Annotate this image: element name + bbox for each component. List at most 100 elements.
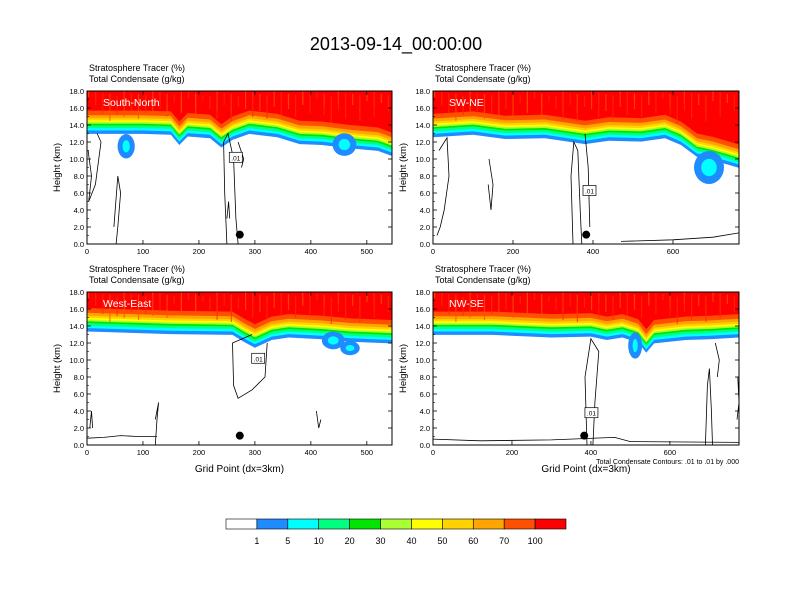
streak (455, 94, 457, 121)
streak (476, 93, 478, 111)
streak (252, 294, 254, 304)
streak (366, 292, 368, 302)
x-tick-label: 200 (506, 448, 519, 457)
streak (373, 93, 375, 117)
streak (123, 91, 125, 117)
streak (469, 91, 471, 117)
y-tick-label: 8.0 (74, 172, 84, 181)
streak (123, 292, 125, 318)
heading-tracer: Stratosphere Tracer (%) (89, 264, 185, 274)
streak (462, 96, 464, 115)
condensate-contours (87, 334, 322, 445)
streak (123, 92, 125, 103)
y-tick-label: 18.0 (69, 87, 84, 96)
y-tick-label: 10.0 (415, 155, 430, 164)
streak (337, 92, 340, 111)
x-tick-label: 200 (193, 247, 206, 256)
streak (109, 296, 111, 308)
streak (180, 292, 182, 314)
streak (676, 297, 678, 324)
streak (605, 94, 607, 111)
tracer-field (87, 292, 392, 445)
streak (576, 296, 578, 322)
x-tick-label: 100 (137, 247, 150, 256)
heading-tracer: Stratosphere Tracer (%) (435, 63, 531, 73)
streak (662, 93, 664, 99)
tracer-band-10 (433, 292, 739, 330)
contour-label: .01 (231, 155, 240, 162)
streak (641, 296, 643, 318)
colorbar-label: 10 (314, 536, 324, 546)
tracer-band-10 (87, 91, 392, 133)
streak (273, 91, 275, 107)
streak (548, 296, 550, 302)
y-tick-label: 14.0 (415, 121, 430, 130)
condensate-contour (87, 435, 157, 439)
x-axis: 0 200 400 600 (431, 91, 679, 256)
colorbar-swatch (503, 518, 536, 530)
y-tick-label: 8.0 (420, 172, 430, 181)
streak (633, 295, 636, 310)
streak (259, 94, 261, 111)
streak (330, 96, 332, 123)
streak (316, 93, 318, 99)
location-marker (235, 230, 244, 239)
panel-label: SW-NE (449, 97, 484, 109)
streak (95, 293, 97, 306)
x-tick-label: 100 (137, 448, 150, 457)
streak (230, 296, 232, 322)
y-tick-label: 12.0 (415, 339, 430, 348)
streak (95, 92, 97, 105)
y-tick-label: 16.0 (69, 104, 84, 113)
streak (598, 294, 600, 304)
streak (252, 93, 254, 103)
tracer-band-10 (433, 91, 739, 145)
y-tick-label: 10.0 (69, 155, 84, 164)
streak (180, 91, 182, 113)
streak (541, 94, 543, 115)
streak (130, 294, 132, 312)
x-axis-label: Grid Point (dx=3km) (541, 464, 630, 475)
streak (302, 91, 304, 105)
tracer-field (433, 292, 742, 445)
streak (455, 95, 457, 107)
streak (337, 293, 340, 312)
streak (719, 93, 721, 117)
x-tick-label: 400 (587, 247, 600, 256)
x-tick-label: 0 (85, 247, 89, 256)
y-tick-label: 8.0 (420, 373, 430, 382)
y-tick-label: 2.0 (420, 223, 430, 232)
x-axis: 0 100 200 300 400 500 (85, 91, 373, 256)
heading-condensate: Total Condensate (g/kg) (435, 74, 531, 84)
streak (598, 293, 600, 318)
x-tick-label: 500 (361, 247, 374, 256)
streak (380, 295, 382, 304)
colorbar: 1 5 10 20 30 40 50 60 70 100 (225, 518, 567, 546)
streak (533, 293, 536, 300)
y-tick-label: 0.0 (420, 240, 430, 249)
tracer-blob-core (338, 138, 351, 151)
streak (612, 95, 614, 119)
streak (491, 96, 493, 113)
location-marker (235, 431, 244, 440)
streak (612, 297, 614, 306)
streak (123, 293, 125, 304)
panel-label: South-North (103, 97, 160, 109)
streak (483, 295, 486, 320)
streak (109, 295, 111, 322)
streak (619, 91, 621, 107)
streak (491, 297, 493, 314)
streak (266, 96, 268, 105)
streak (102, 294, 104, 314)
streak (619, 292, 621, 308)
y-tick-label: 6.0 (74, 390, 84, 399)
colorbar-swatch (411, 518, 443, 530)
streak (691, 294, 693, 320)
streak (216, 293, 218, 320)
streak (505, 93, 507, 109)
streak (448, 93, 450, 113)
x-tick-label: 500 (361, 448, 374, 457)
streak (741, 297, 742, 320)
streak (626, 293, 628, 316)
